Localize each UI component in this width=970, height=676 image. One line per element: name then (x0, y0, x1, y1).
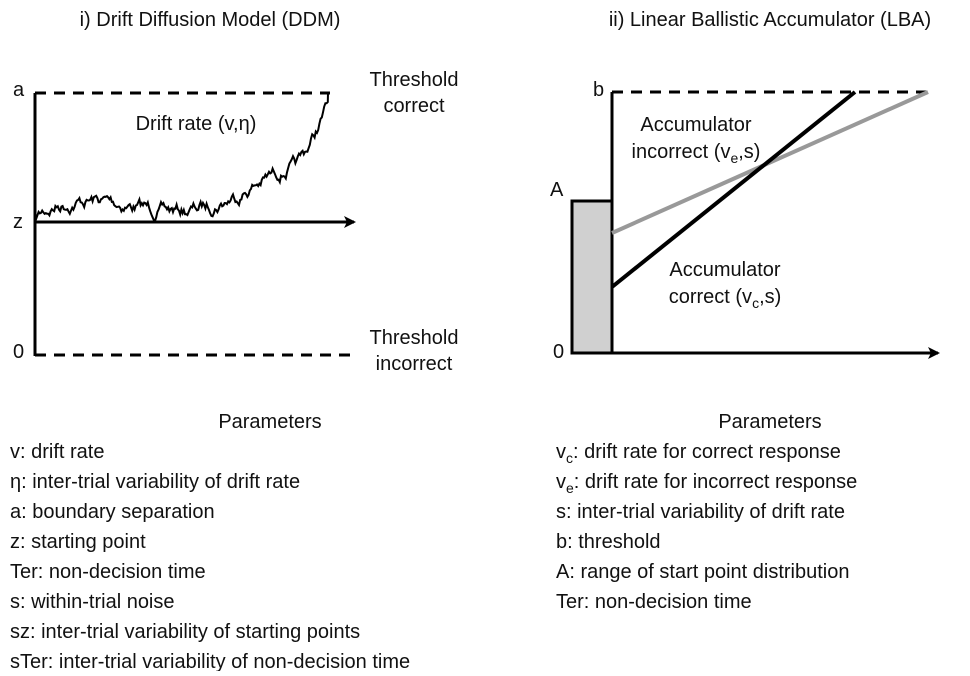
accumulator-label: incorrect (ve,s) (632, 141, 761, 166)
parameter: v: drift rate (10, 441, 104, 463)
parameter: z: starting point (10, 531, 146, 553)
parameter: sz: inter-trial variability of starting … (10, 621, 360, 643)
axis-label: a (13, 79, 25, 101)
drift-label: Drift rate (v,η) (136, 113, 257, 135)
accumulator-label: Accumulator (669, 259, 780, 281)
threshold-label: correct (383, 95, 445, 117)
accumulator-label: correct (vc,s) (669, 286, 782, 311)
axis-label: 0 (13, 341, 24, 363)
axis-label: A (550, 179, 564, 201)
lba-diagram (570, 90, 940, 359)
correct-accumulator-line (610, 90, 857, 289)
parameter-symbol: Ter: non-decision time (556, 591, 752, 613)
labels: i) Drift Diffusion Model (DDM) a z 0 Thresho… (10, 9, 931, 673)
random-walk (34, 92, 329, 223)
parameter: a: boundary separation (10, 501, 215, 523)
threshold-label: incorrect (376, 353, 453, 375)
parameter-symbol: b: threshold (556, 531, 661, 553)
parameter: vc: drift rate for correct response (556, 441, 841, 466)
parameters-title: Parameters (218, 411, 321, 433)
parameter-symbol: A: range of start point distribution (556, 561, 850, 583)
axis-label: z (13, 211, 23, 233)
parameter-text: : drift rate for incorrect response (574, 471, 857, 493)
ddm-diagram (33, 91, 356, 357)
parameter-symbol: s: inter-trial variability of drift rate (556, 501, 845, 523)
parameter: η: inter-trial variability of drift rate (10, 471, 300, 493)
parameter: sTer: inter-trial variability of non-dec… (10, 651, 410, 671)
parameter: Ter: non-decision time (10, 561, 206, 583)
lba-title: ii) Linear Ballistic Accumulator (LBA) (609, 9, 931, 31)
subscript: c (566, 450, 573, 466)
label-part: ,s) (759, 286, 781, 308)
parameter-text: : drift rate for correct response (573, 441, 841, 463)
subscript: e (566, 480, 574, 496)
subscript: e (730, 150, 738, 166)
parameter: Ter: non-decision time (556, 591, 752, 613)
start-point-range (570, 199, 614, 355)
label-part: incorrect (v (632, 141, 731, 163)
accumulator-label: Accumulator (640, 114, 751, 136)
parameter: s: inter-trial variability of drift rate (556, 501, 845, 523)
axis-label: b (593, 79, 604, 101)
label-part: correct (v (669, 286, 752, 308)
label-part: ,s) (738, 141, 760, 163)
parameter-symbol: v (556, 441, 566, 463)
parameter: A: range of start point distribution (556, 561, 850, 583)
threshold-label: Threshold (370, 69, 459, 91)
parameters-title: Parameters (718, 411, 821, 433)
parameter: ve: drift rate for incorrect response (556, 471, 857, 496)
parameter: b: threshold (556, 531, 661, 553)
ddm-title: i) Drift Diffusion Model (DDM) (80, 9, 341, 31)
axis-label: 0 (553, 341, 564, 363)
subscript: c (752, 295, 759, 311)
parameter-symbol: v (556, 471, 566, 493)
threshold-label: Threshold (370, 327, 459, 349)
parameter: s: within-trial noise (10, 591, 175, 613)
